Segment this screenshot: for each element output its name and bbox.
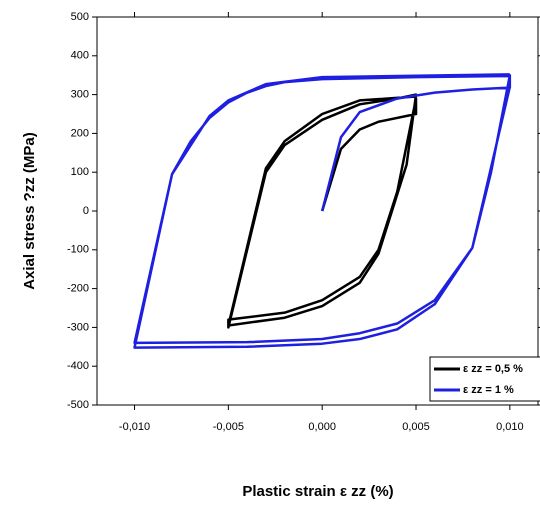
legend-label: ε zz = 1 % xyxy=(463,384,514,396)
y-axis-label: Axial stress ?zz (MPa) xyxy=(21,132,38,290)
y-tick-label: -300 xyxy=(67,321,89,333)
y-tick-label: -500 xyxy=(67,399,89,411)
legend-label: ε zz = 0,5 % xyxy=(463,363,523,375)
y-tick-label: -100 xyxy=(67,244,89,256)
x-axis-label: Plastic strain ε zz (%) xyxy=(242,483,393,500)
series-line xyxy=(227,93,418,329)
y-tick-label: -200 xyxy=(67,283,89,295)
series-line xyxy=(133,73,512,349)
y-tick-label: 500 xyxy=(71,11,89,23)
x-tick-label: -0,005 xyxy=(213,421,244,433)
y-tick-label: 100 xyxy=(71,166,89,178)
x-tick-label: 0,010 xyxy=(496,421,524,433)
y-tick-label: -400 xyxy=(67,360,89,372)
y-tick-label: 400 xyxy=(71,50,89,62)
y-tick-label: 300 xyxy=(71,89,89,101)
y-tick-label: 0 xyxy=(83,205,89,217)
legend-box xyxy=(429,356,540,402)
x-tick-label: 0,000 xyxy=(308,421,336,433)
x-tick-label: -0,010 xyxy=(119,421,150,433)
y-tick-label: 200 xyxy=(71,127,89,139)
x-tick-label: 0,005 xyxy=(402,421,430,433)
